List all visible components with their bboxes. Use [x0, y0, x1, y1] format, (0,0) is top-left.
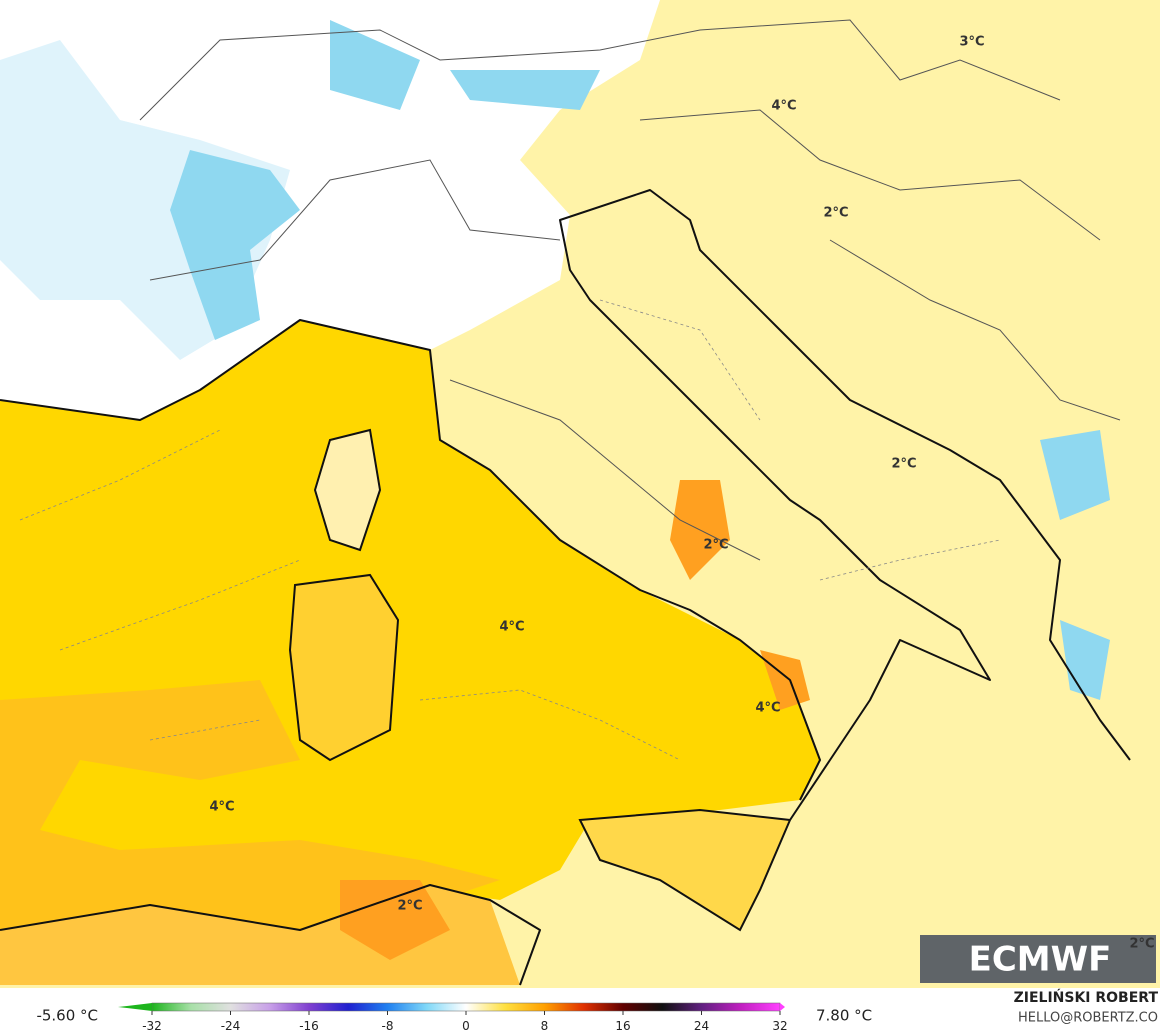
- warm-patch: [0, 680, 500, 930]
- max-value: 7.80 °C: [816, 1007, 872, 1025]
- colorbar-tick-label: 8: [541, 1019, 549, 1033]
- contour-label: 2°C: [823, 206, 848, 221]
- contour-label: 2°C: [397, 899, 422, 914]
- colorbar-tick-label: 24: [694, 1019, 709, 1033]
- author: ZIELIŃSKI ROBERT: [1014, 988, 1159, 1006]
- warm-patch: [340, 480, 810, 960]
- sicily: [578, 808, 792, 932]
- colorbar-tick-label: 32: [772, 1019, 787, 1033]
- contour-lines: [19, 299, 1001, 761]
- coastline: [0, 189, 1131, 821]
- logo-box: ECMWF: [920, 935, 1156, 983]
- contour-label: 4°C: [771, 99, 796, 114]
- contact: HELLO@ROBERTZ.CO: [1018, 1011, 1158, 1026]
- colorbar-tick-label: 16: [615, 1019, 630, 1033]
- sardinia: [288, 573, 400, 762]
- colorbar-tick-label: -24: [221, 1019, 241, 1033]
- logo-background: [920, 935, 1156, 983]
- contour-label: 2°C: [703, 538, 728, 553]
- contour-label: 4°C: [209, 800, 234, 815]
- contour-label: 2°C: [1129, 937, 1154, 952]
- colorbar-tick-label: -32: [142, 1019, 162, 1033]
- colorbar-arrow-right: [780, 1003, 785, 1011]
- corsica: [313, 428, 382, 552]
- contour-label: 4°C: [755, 701, 780, 716]
- borders: [139, 19, 1121, 561]
- contour-label: 3°C: [959, 35, 984, 50]
- colorbar-arrow-left: [118, 1003, 152, 1011]
- min-value: -5.60 °C: [36, 1007, 98, 1025]
- africa-coast: [0, 884, 541, 986]
- colorbar-tick-label: -16: [299, 1019, 319, 1033]
- colorbar-tick-label: 0: [462, 1019, 470, 1033]
- colorbar-tick-label: -8: [382, 1019, 394, 1033]
- map: [0, 0, 1160, 988]
- contour-label: 2°C: [891, 457, 916, 472]
- contour-label: 4°C: [499, 620, 524, 635]
- logo: ECMWF: [969, 940, 1112, 980]
- colorbar: [151, 1002, 781, 1012]
